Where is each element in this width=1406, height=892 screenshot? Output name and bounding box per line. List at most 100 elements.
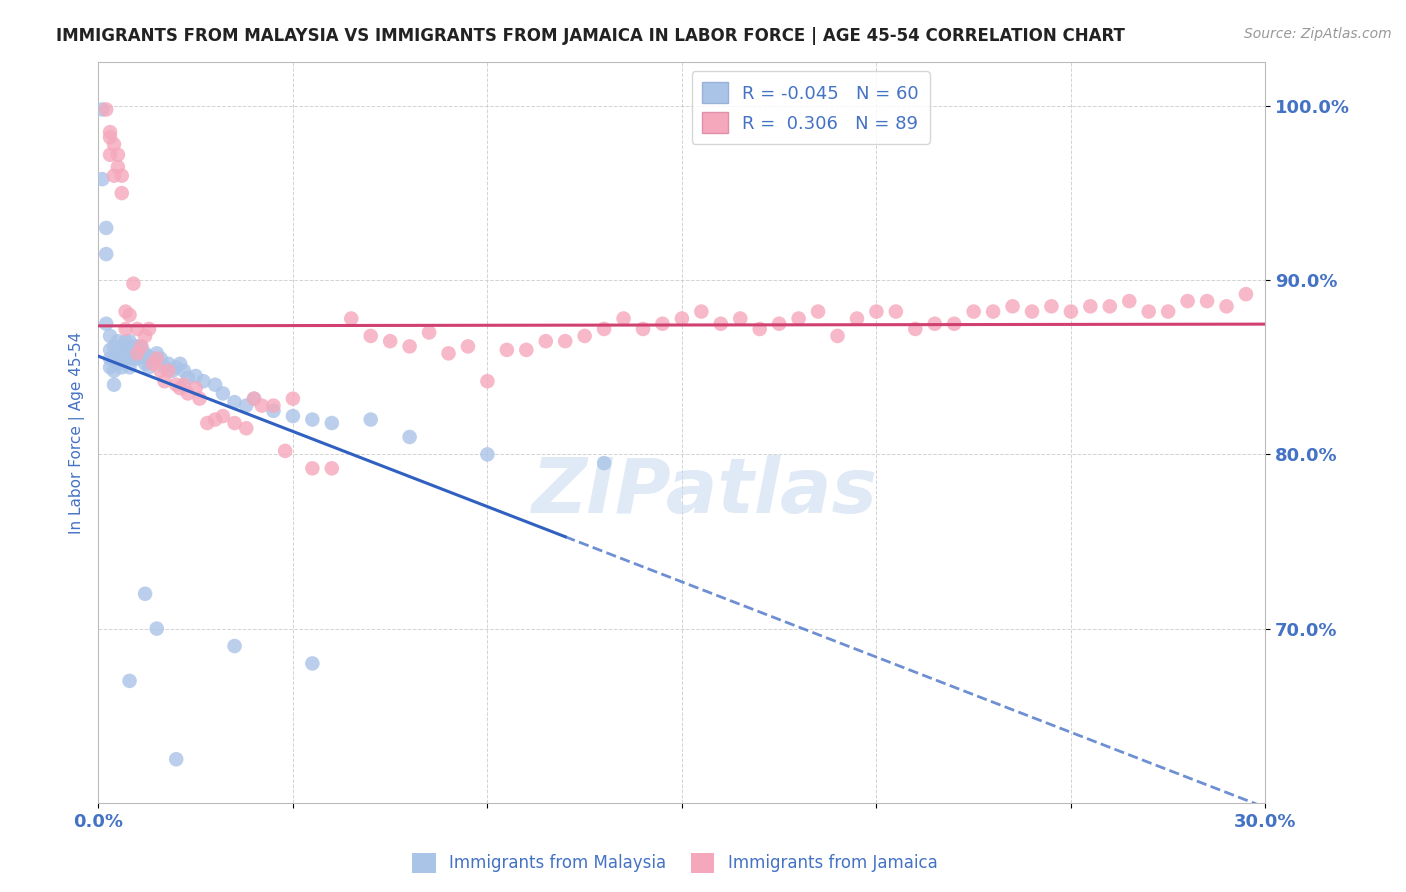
Point [380,334,402,348]
Point [730,311,752,326]
Point [127,339,149,353]
Point [134,357,156,371]
Point [114,304,136,318]
Point [710,317,733,331]
Point [103,377,125,392]
Point [398,430,420,444]
Point [321,416,343,430]
Point [107,357,129,371]
Point [281,409,304,423]
Point [884,304,907,318]
Text: Source: ZipAtlas.com: Source: ZipAtlas.com [1244,27,1392,41]
Point [118,334,141,348]
Point [204,412,226,426]
Point [184,369,207,384]
Point [360,329,382,343]
Point [114,343,136,357]
Point [593,456,616,470]
Point [631,322,654,336]
Point [149,351,172,366]
Point [846,311,869,326]
Point [865,304,887,318]
Point [515,343,537,357]
Point [114,334,136,348]
Point [224,395,246,409]
Point [111,169,134,183]
Point [169,357,191,371]
Point [146,622,169,636]
Point [962,304,984,318]
Point [146,351,169,366]
Point [748,322,770,336]
Point [118,346,141,360]
Point [98,351,121,366]
Legend: Immigrants from Malaysia, Immigrants from Jamaica: Immigrants from Malaysia, Immigrants fro… [405,847,945,880]
Point [111,186,134,200]
Point [107,334,129,348]
Point [1080,299,1102,313]
Point [1001,299,1024,313]
Point [690,304,713,318]
Point [149,364,172,378]
Point [142,351,165,366]
Point [91,103,114,117]
Point [262,404,284,418]
Point [477,374,499,388]
Point [103,339,125,353]
Point [153,360,176,375]
Point [129,339,152,353]
Point [1195,294,1218,309]
Point [122,351,145,366]
Point [96,103,118,117]
Point [418,326,440,340]
Point [134,329,156,343]
Point [1060,304,1083,318]
Point [118,673,141,688]
Point [340,311,363,326]
Point [671,311,693,326]
Point [122,277,145,291]
Point [184,381,207,395]
Point [768,317,790,331]
Point [107,148,129,162]
Point [142,357,165,371]
Point [134,346,156,360]
Point [437,346,460,360]
Point [301,657,323,671]
Point [235,421,257,435]
Point [127,322,149,336]
Point [111,360,134,375]
Point [91,172,114,186]
Point [235,399,257,413]
Point [107,346,129,360]
Point [1177,294,1199,309]
Point [274,444,297,458]
Point [118,360,141,375]
Point [534,334,557,348]
Point [981,304,1004,318]
Point [146,346,169,360]
Point [157,364,180,378]
Point [651,317,673,331]
Text: ZIPatlas: ZIPatlas [533,455,879,529]
Point [554,334,576,348]
Point [827,329,849,343]
Point [98,125,121,139]
Point [177,370,200,384]
Point [129,350,152,364]
Point [496,343,519,357]
Point [212,386,235,401]
Point [224,639,246,653]
Point [904,322,927,336]
Point [1098,299,1121,313]
Legend: R = -0.045   N = 60, R =  0.306   N = 89: R = -0.045 N = 60, R = 0.306 N = 89 [692,71,929,144]
Point [204,377,226,392]
Point [98,329,121,343]
Point [177,386,200,401]
Point [224,416,246,430]
Point [195,416,218,430]
Point [193,374,215,388]
Point [301,461,323,475]
Point [173,364,195,378]
Point [924,317,946,331]
